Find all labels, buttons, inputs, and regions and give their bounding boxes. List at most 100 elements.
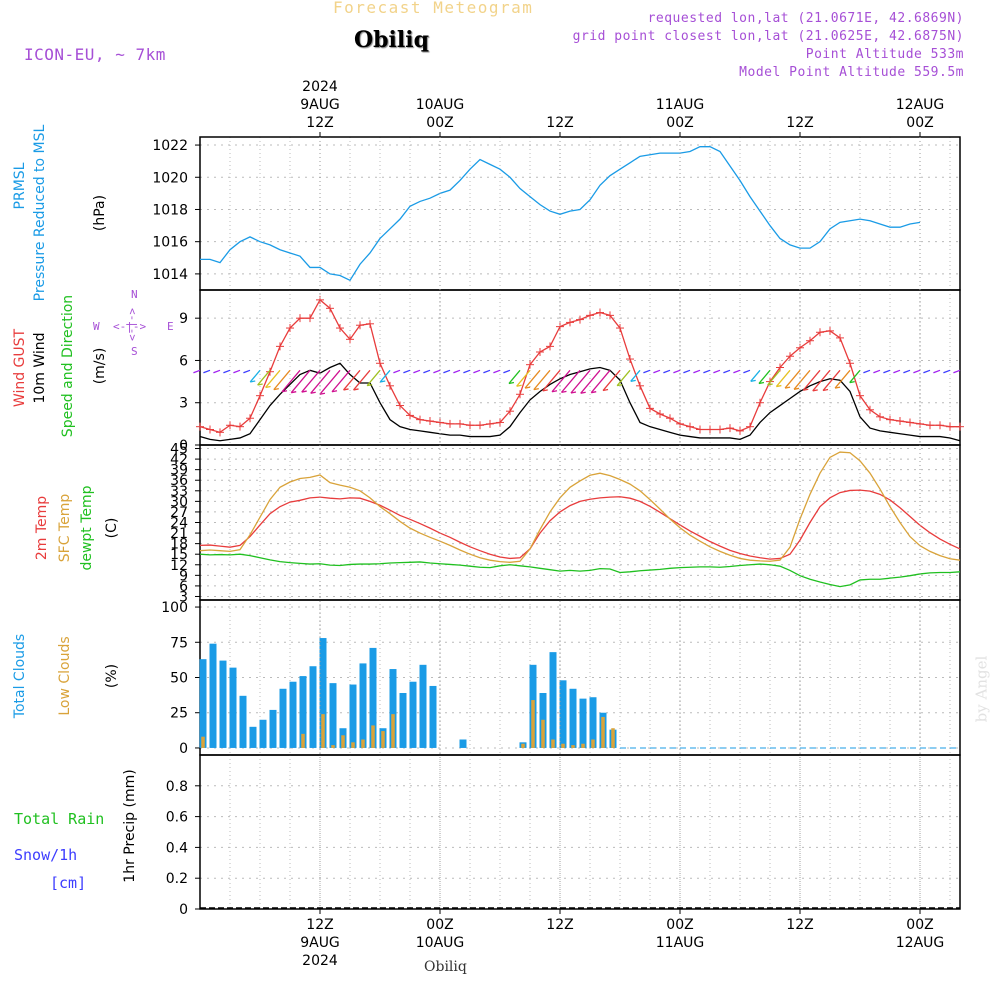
time-label-top: 00Z bbox=[906, 115, 933, 131]
y-tick-label: 24 bbox=[170, 516, 188, 532]
2m-temp-line bbox=[199, 489, 961, 560]
gust-marker bbox=[686, 422, 694, 431]
gust-marker bbox=[826, 326, 834, 335]
gust-marker bbox=[866, 405, 874, 414]
wind-arrow-head bbox=[803, 388, 809, 391]
wind-arrow bbox=[775, 369, 791, 387]
low-cloud-bar bbox=[611, 728, 615, 748]
wind-arrow bbox=[508, 369, 521, 384]
wind-arrow bbox=[913, 369, 921, 374]
gridpoint-coords: grid point closest lon,lat (21.0625E, 42… bbox=[572, 29, 964, 44]
wind-arrow bbox=[243, 369, 251, 374]
wind-arrow bbox=[301, 369, 321, 393]
gust-marker bbox=[246, 414, 254, 423]
wind-arrow-head bbox=[591, 391, 597, 394]
time-label-top: 12Z bbox=[786, 115, 813, 131]
gust-marker bbox=[486, 419, 494, 428]
y-tick-label: 12 bbox=[170, 558, 188, 574]
location-title: Obiliq bbox=[354, 27, 430, 53]
gust-marker bbox=[576, 315, 584, 324]
y-tick-label: 0.8 bbox=[166, 779, 188, 795]
wind-arrow bbox=[923, 369, 931, 374]
gust-marker bbox=[446, 419, 454, 428]
y-tick-label: 39 bbox=[170, 463, 188, 479]
time-label-bottom: 00Z bbox=[426, 917, 453, 933]
low-cloud-bar bbox=[591, 739, 595, 748]
wind-arrow bbox=[693, 369, 701, 374]
gust-marker bbox=[886, 415, 894, 424]
wind-arrow-head bbox=[849, 380, 855, 384]
y-tick-label: 1016 bbox=[152, 235, 188, 251]
y-tick-label: 3 bbox=[179, 589, 188, 605]
gust-marker bbox=[236, 422, 244, 431]
gust-marker bbox=[606, 311, 614, 320]
gust-marker bbox=[376, 359, 384, 368]
total-cloud-bar bbox=[589, 697, 597, 748]
y-tick-label: 27 bbox=[170, 505, 188, 521]
wind-arrow-head bbox=[367, 384, 373, 387]
compass-e: E bbox=[167, 320, 174, 333]
gust-marker bbox=[946, 422, 954, 431]
total-cloud-bar bbox=[459, 739, 467, 748]
wind-arrow bbox=[453, 369, 461, 374]
y-tick-label: 1014 bbox=[152, 267, 188, 283]
time-label-top: 10AUG bbox=[416, 97, 465, 113]
wind-arrow bbox=[834, 369, 851, 389]
wind-arrow bbox=[533, 369, 551, 391]
wind-arrow bbox=[413, 369, 421, 374]
gust-marker bbox=[926, 421, 934, 430]
gust-marker bbox=[256, 391, 264, 400]
wind-arrow bbox=[213, 369, 221, 374]
y-tick-label: 0.2 bbox=[166, 871, 188, 887]
low-cloud-bar bbox=[371, 725, 375, 748]
wind-arrow bbox=[249, 369, 261, 383]
time-label-bottom: 12AUG bbox=[896, 935, 945, 951]
gust-marker bbox=[656, 410, 664, 418]
gust-marker bbox=[816, 328, 824, 337]
total-cloud-bar bbox=[239, 695, 247, 748]
wind-arrow-head bbox=[561, 390, 567, 394]
prmsl-line bbox=[200, 146, 921, 282]
compass-n: N bbox=[131, 288, 138, 301]
low-cloud-bar bbox=[351, 742, 355, 748]
gust-marker bbox=[386, 381, 394, 390]
gust-marker bbox=[416, 415, 424, 424]
wind-arrow bbox=[203, 369, 211, 374]
gust-marker bbox=[616, 324, 624, 333]
gust-marker bbox=[756, 398, 764, 407]
y-tick-label: 75 bbox=[170, 635, 188, 651]
gust-marker bbox=[956, 422, 964, 431]
y-tick-label: 25 bbox=[170, 706, 188, 722]
total-cloud-bar bbox=[259, 719, 267, 748]
gust-marker bbox=[496, 418, 504, 427]
wind-arrow bbox=[812, 369, 831, 392]
gust-marker bbox=[206, 425, 214, 434]
gust-marker bbox=[566, 318, 574, 327]
wind-arrow-head bbox=[343, 388, 349, 391]
wind-arrow bbox=[551, 369, 571, 393]
wind-arrow bbox=[503, 369, 511, 374]
low-cloud-bar bbox=[301, 733, 305, 748]
time-label-bottom: 00Z bbox=[906, 917, 933, 933]
y-tick-label: 33 bbox=[170, 484, 188, 500]
wind-arrow bbox=[319, 369, 341, 395]
compass-h: <-|-> bbox=[113, 320, 147, 333]
wind-arrow bbox=[570, 369, 591, 394]
total-cloud-bar bbox=[429, 685, 437, 748]
wind-arrow bbox=[758, 369, 771, 384]
wind-arrow bbox=[233, 369, 241, 374]
model-label: ICON-EU, ~ 7km bbox=[24, 45, 166, 64]
time-label-top: 00Z bbox=[666, 115, 693, 131]
gust-marker bbox=[516, 390, 524, 399]
wind-arrow-head bbox=[257, 383, 263, 386]
wind-arrow bbox=[703, 369, 711, 374]
wind-arrow bbox=[743, 369, 751, 374]
gust-marker bbox=[266, 367, 274, 376]
total-cloud-bar bbox=[559, 680, 567, 748]
wind-arrow bbox=[290, 369, 311, 394]
gust-marker bbox=[586, 311, 594, 320]
wind-arrow-head bbox=[524, 386, 531, 389]
low-cloud-bar bbox=[341, 735, 345, 748]
y-tick-label: 0.6 bbox=[166, 810, 188, 826]
